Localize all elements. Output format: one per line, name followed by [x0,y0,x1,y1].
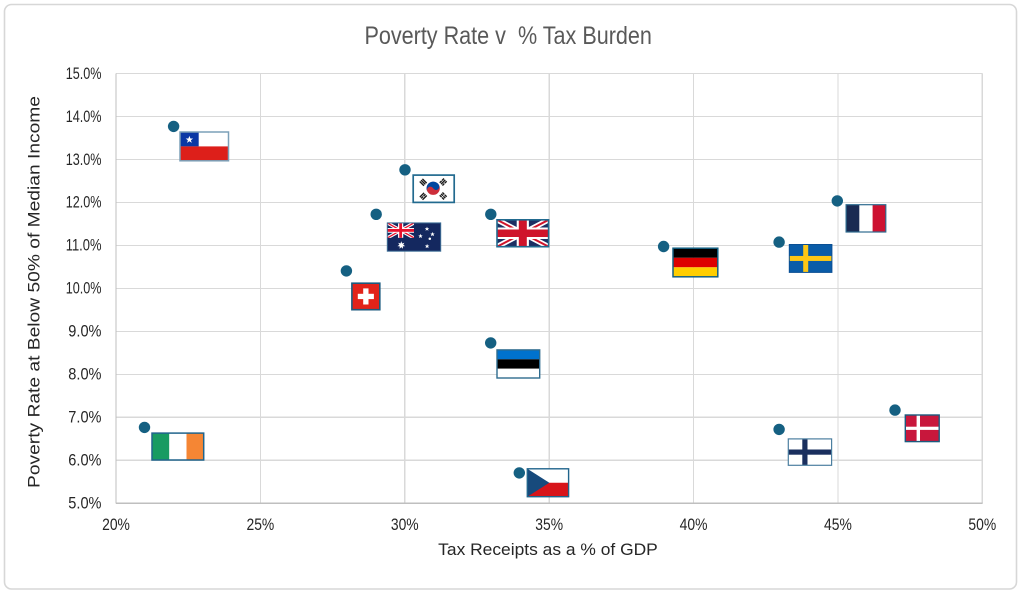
svg-text:11.0%: 11.0% [66,237,102,255]
svg-text:5.0%: 5.0% [68,495,101,513]
svg-text:25%: 25% [246,516,274,534]
svg-text:45%: 45% [824,516,852,534]
svg-text:8.0%: 8.0% [68,366,101,384]
svg-text:6.0%: 6.0% [68,452,101,470]
svg-text:Tax Receipts as a % of GDP: Tax Receipts as a % of GDP [438,541,658,559]
svg-text:7.0%: 7.0% [68,409,101,427]
svg-text:30%: 30% [391,516,419,534]
svg-text:9.0%: 9.0% [68,323,101,341]
svg-text:Poverty Rate v % Tax Burden: Poverty Rate v % Tax Burden [364,22,652,50]
svg-text:13.0%: 13.0% [66,151,102,169]
svg-text:15.0%: 15.0% [66,65,102,83]
svg-text:12.0%: 12.0% [66,194,102,212]
svg-text:10.0%: 10.0% [66,280,102,298]
svg-text:50%: 50% [968,516,996,534]
svg-text:40%: 40% [680,516,708,534]
svg-text:35%: 35% [535,516,563,534]
svg-text:Poverty Rate at Below 50% of M: Poverty Rate at Below 50% of Median Inco… [26,96,44,488]
svg-text:14.0%: 14.0% [66,108,102,126]
svg-text:20%: 20% [102,516,130,534]
